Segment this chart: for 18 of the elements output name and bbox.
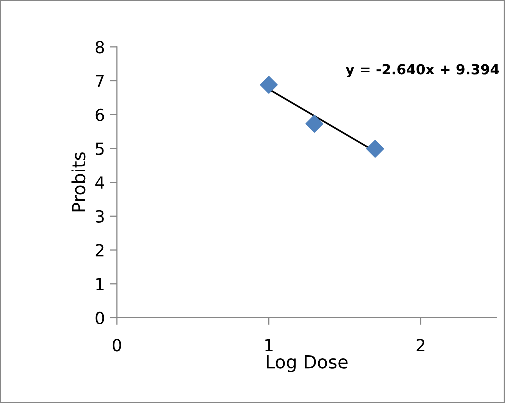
y-tick-label: 3 — [96, 210, 104, 223]
x-tick-label: 2 — [416, 339, 425, 352]
x-axis-title: Log Dose — [267, 355, 348, 372]
y-tick-label: 5 — [96, 142, 104, 156]
x-tick-label: 1 — [266, 339, 273, 352]
y-tick-label: 6 — [96, 108, 104, 122]
annotation: y = -2.640x + 9.394 — [346, 64, 500, 78]
x-tick-label: 0 — [112, 339, 122, 352]
y-tick-label: 4 — [96, 176, 104, 189]
y-tick-label: 0 — [96, 312, 104, 325]
y-tick-label: 8 — [96, 41, 104, 54]
y-axis-title: Probits — [72, 152, 86, 212]
y-tick-label: 2 — [96, 244, 104, 257]
point — [260, 76, 278, 94]
point — [306, 115, 324, 133]
y-tick-label: 7 — [96, 75, 104, 88]
y-tick-label: 1 — [96, 278, 104, 290]
point — [366, 140, 384, 158]
